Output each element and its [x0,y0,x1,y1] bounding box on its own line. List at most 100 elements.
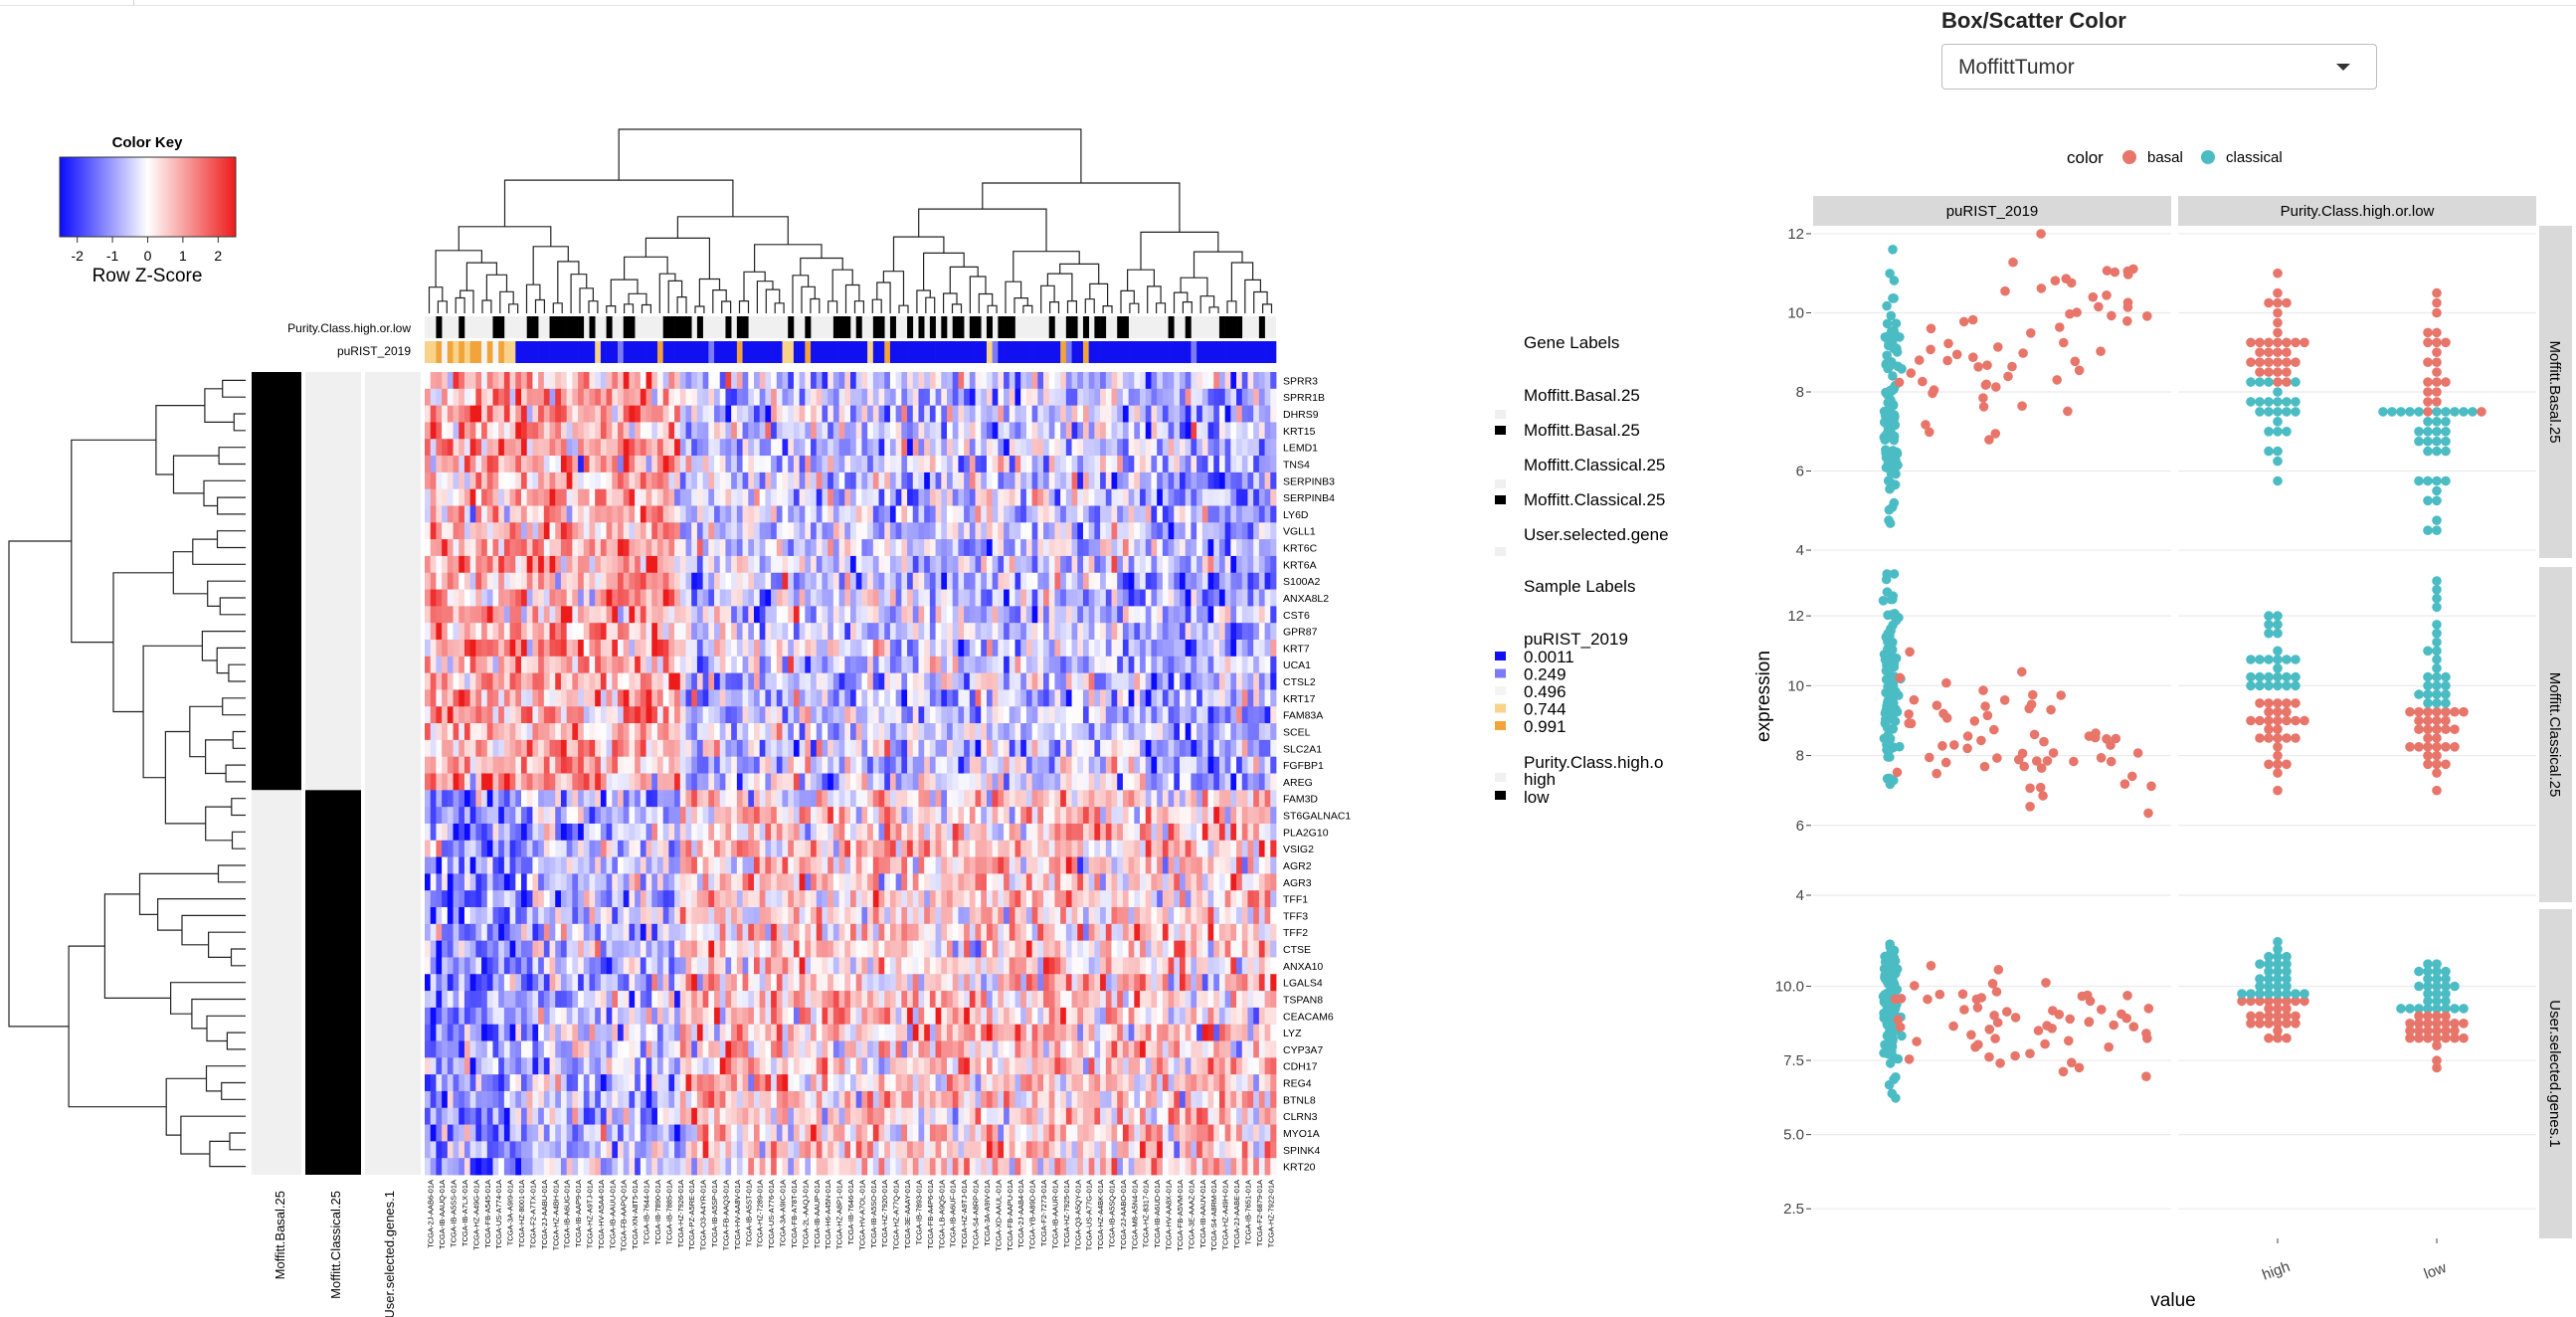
heatmap-cell [1185,689,1192,707]
heatmap-cell [679,606,686,624]
heatmap-cell [1207,790,1214,808]
heatmap-cell [442,672,449,690]
heatmap-cell [635,422,642,440]
heatmap-cell [748,405,755,423]
heatmap-cell [708,539,715,557]
heatmap-cell [463,873,471,891]
heatmap-cell [425,756,432,774]
heatmap-cell [719,823,726,842]
heatmap-cell [645,405,652,423]
heatmap-cell [1054,723,1061,741]
heatmap-cell [549,522,556,540]
heatmap-cell [855,756,862,774]
heatmap-cell [1105,640,1112,658]
heatmap-cell [1009,439,1015,457]
heatmap-cell [515,471,522,490]
heatmap-cell [595,773,602,791]
heatmap-cell [736,873,743,891]
heatmap-cell [1201,656,1208,674]
heatmap-cell [765,756,772,774]
heatmap-cell [850,823,857,842]
color-key-title: Color Key [112,134,184,151]
dendrogram-branch [1156,302,1167,313]
heatmap-cell [844,606,851,624]
heatmap-cell [929,873,936,891]
heatmap-cell [1014,623,1021,641]
heatmap-cell [1077,589,1084,607]
heatmap-cell [1162,790,1169,808]
heatmap-cell [1140,739,1147,758]
heatmap-cell [1168,823,1175,842]
heatmap-cell [583,723,590,741]
heatmap-cell [1207,689,1214,707]
heatmap-cell [509,723,516,741]
heatmap-cell [907,539,914,557]
heatmap-cell [1230,606,1237,624]
heatmap-cell [941,539,948,557]
purist-annotation-cell [901,341,908,363]
heatmap-cell [600,488,608,506]
heatmap-cell [635,471,642,490]
heatmap-cell [924,539,931,557]
heatmap-cell [606,555,613,574]
heatmap-cell [606,773,613,791]
heatmap-cell [742,723,749,741]
heatmap-cell [1162,388,1169,407]
heatmap-cell [1207,522,1214,540]
heatmap-cell [430,807,437,825]
heatmap-cell [736,405,743,423]
heatmap-cell [918,756,925,774]
heatmap-cell [583,873,590,891]
heatmap-cell [578,790,585,808]
heatmap-cell [1031,488,1038,506]
dendrogram-branch [172,455,220,494]
heatmap-cell [1025,405,1033,423]
heatmap-cell [572,505,579,523]
heatmap-cell [1253,606,1260,624]
heatmap-cell [1213,539,1220,557]
heatmap-cell [1145,372,1152,390]
heatmap-cell [623,372,630,390]
heatmap-cell [572,873,579,891]
heatmap-cell [515,372,522,390]
heatmap-cell [549,656,556,674]
heatmap-cell [765,640,772,658]
heatmap-cell [1094,505,1101,523]
heatmap-cell [929,405,936,423]
heatmap-cell [1224,572,1231,590]
heatmap-cell [742,689,749,707]
heatmap-cell [986,656,994,674]
heatmap-cell [811,488,818,506]
heatmap-cell [475,456,482,473]
heatmap-cell [969,623,976,641]
heatmap-cell [555,840,562,857]
heatmap-cell [771,672,778,690]
heatmap-cell [1258,405,1265,423]
heatmap-cell [538,572,545,590]
heatmap-cell [503,873,510,891]
heatmap-cell [498,372,505,390]
heatmap-cell [606,456,613,473]
heatmap-cell [992,388,999,407]
heatmap-cell [935,522,942,540]
heatmap-cell [1117,856,1124,874]
heatmap-cell [1128,572,1135,590]
heatmap-cell [1145,756,1152,774]
heatmap-cell [805,856,812,874]
purity-annotation-cell [606,316,613,338]
heatmap-cell [1224,589,1231,607]
heatmap-cell [878,555,885,574]
heatmap-cell [1207,623,1214,641]
heatmap-cell [572,488,579,506]
heatmap-cell [1230,456,1237,473]
heatmap-cell [935,572,942,590]
heatmap-cell [1213,456,1220,473]
heatmap-cell [958,807,965,825]
heatmap-cell [947,723,954,741]
heatmap-cell [583,522,590,540]
heatmap-cell [1122,773,1130,791]
heatmap-cell [578,372,585,390]
heatmap-cell [1088,756,1095,774]
heatmap-cell [492,488,499,506]
heatmap-cell [889,522,897,540]
